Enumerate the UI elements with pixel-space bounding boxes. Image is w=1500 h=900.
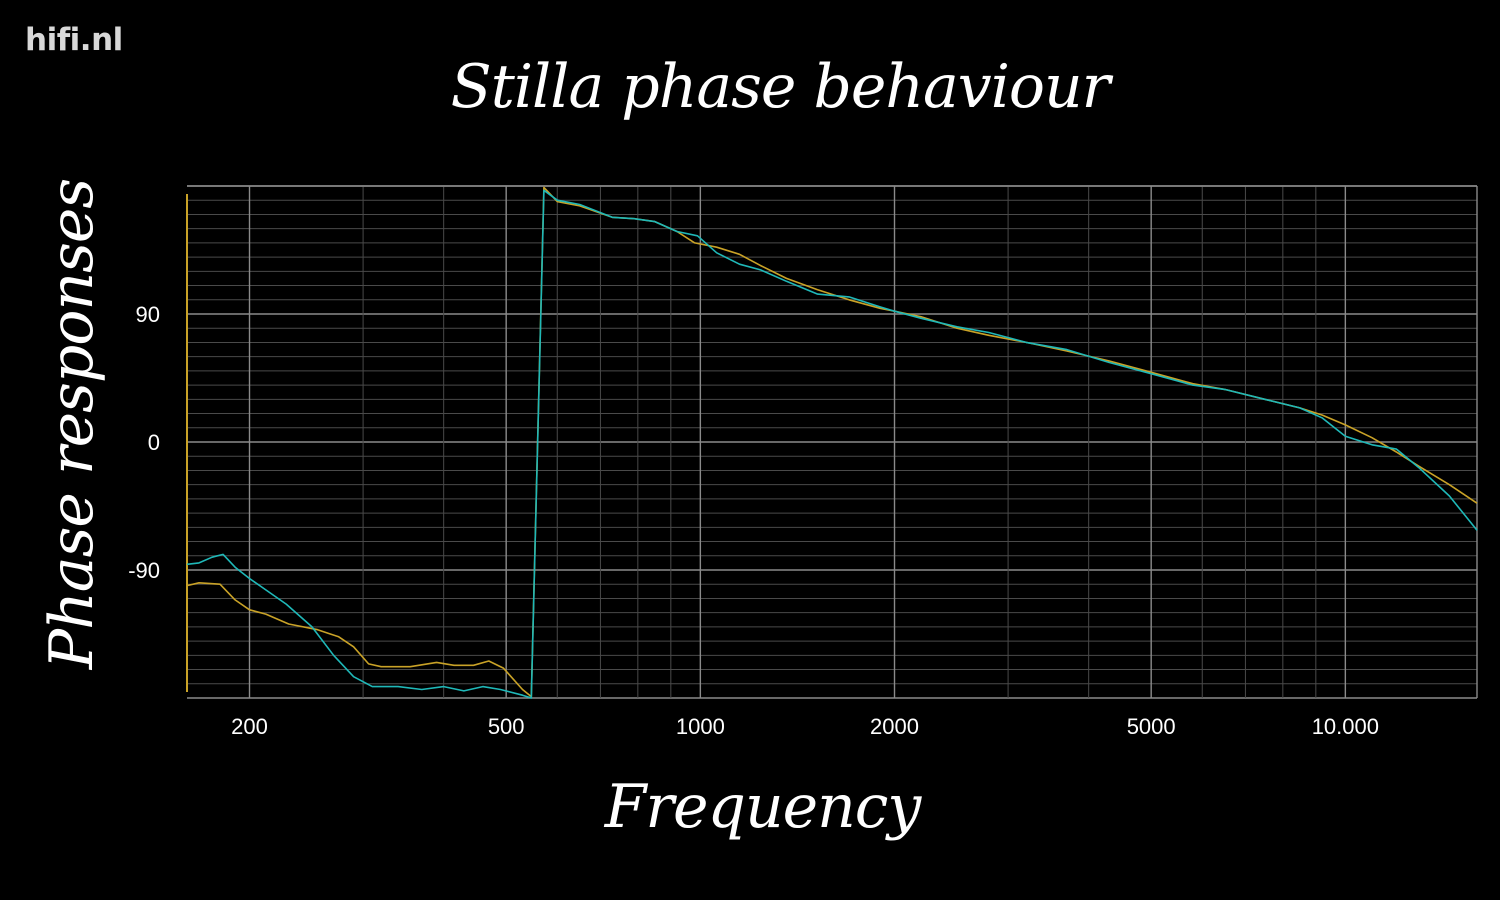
hifi-logo: hifi.nl: [25, 22, 123, 58]
x-tick-label: 500: [488, 714, 525, 739]
x-tick-label: 1000: [676, 714, 725, 739]
chart-title: Stilla phase behaviour: [450, 52, 1111, 122]
x-tick-label: 2000: [870, 714, 919, 739]
y-tick-label: 0: [148, 430, 160, 455]
y-tick-label: -90: [128, 558, 160, 583]
x-tick-label: 10.000: [1312, 714, 1379, 739]
cyan-phase-line: [186, 189, 1478, 699]
x-axis-label: Frequency: [604, 772, 922, 842]
x-tick-label: 5000: [1127, 714, 1176, 739]
y-tick-label: 90: [136, 302, 160, 327]
x-tick-label: 200: [231, 714, 268, 739]
